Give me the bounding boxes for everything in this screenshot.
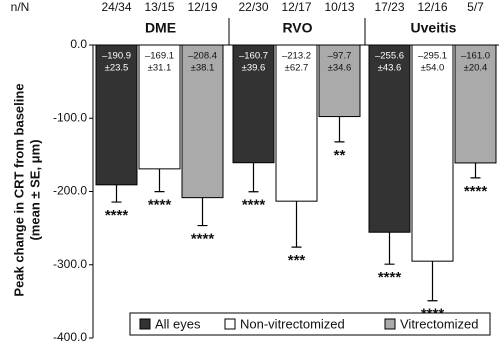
- error-label: ±39.6: [242, 63, 266, 74]
- n-label: 22/30: [238, 0, 268, 14]
- error-bar: [111, 184, 122, 203]
- value-label: –160.7: [239, 51, 268, 62]
- error-label: ±38.1: [191, 63, 215, 74]
- error-bar: [154, 168, 165, 193]
- error-label: ±43.6: [378, 63, 402, 74]
- n-label: 12/16: [417, 0, 447, 14]
- bar: [411, 44, 454, 262]
- bar: [138, 44, 181, 170]
- y-tick-label: -100.0: [53, 110, 87, 124]
- value-label: –255.6: [375, 51, 404, 62]
- group-label: DME: [145, 20, 176, 36]
- significance: ****: [242, 197, 266, 214]
- bar: [275, 44, 318, 202]
- legend-swatch: [224, 318, 236, 330]
- bar: [318, 44, 361, 118]
- y-tick-label: -300.0: [53, 257, 87, 271]
- legend-label: Non-vitrectomized: [240, 316, 345, 331]
- error-label: ±62.7: [285, 63, 309, 74]
- value-label: –169.1: [145, 51, 174, 62]
- error-label: ±54.0: [421, 63, 445, 74]
- bar: [454, 44, 497, 164]
- error-bar: [384, 232, 395, 265]
- significance: ****: [105, 207, 129, 224]
- n-label: 13/15: [144, 0, 174, 14]
- legend-box: [129, 312, 491, 336]
- error-bar: [291, 201, 302, 248]
- error-bar: [334, 116, 345, 143]
- value-label: –161.0: [461, 51, 490, 62]
- n-label: 12/19: [187, 0, 217, 14]
- bar: [181, 44, 224, 199]
- error-bar: [427, 261, 438, 302]
- legend-swatch: [384, 318, 396, 330]
- n-label: 17/23: [374, 0, 404, 14]
- error-bar: [470, 162, 481, 179]
- value-label: –97.7: [328, 51, 352, 62]
- significance: ****: [148, 197, 172, 214]
- significance: ****: [464, 183, 488, 200]
- y-tick-label: -200.0: [53, 184, 87, 198]
- significance: ****: [378, 269, 402, 286]
- error-bar: [248, 162, 259, 193]
- n-label: 12/17: [281, 0, 311, 14]
- error-bar: [197, 197, 208, 227]
- group-label: RVO: [282, 20, 312, 36]
- legend-label: All eyes: [155, 316, 201, 331]
- value-label: –295.1: [418, 51, 447, 62]
- significance: ***: [288, 252, 306, 269]
- significance: **: [334, 147, 346, 164]
- group-label: Uveitis: [411, 20, 457, 36]
- n-header: n/N: [11, 0, 30, 14]
- legend-label: Vitrectomized: [400, 316, 479, 331]
- bar: [232, 44, 275, 164]
- y-axis-label: (mean ± SE, μm): [27, 139, 42, 240]
- value-label: –190.9: [102, 51, 131, 62]
- n-label: 10/13: [324, 0, 354, 14]
- bar: [368, 44, 411, 233]
- significance: ****: [191, 231, 215, 248]
- error-label: ±31.1: [148, 63, 172, 74]
- value-label: –208.4: [188, 51, 217, 62]
- n-label: 5/7: [467, 0, 484, 14]
- error-label: ±34.6: [328, 63, 352, 74]
- value-label: –213.2: [282, 51, 311, 62]
- y-tick-label: -400.0: [53, 330, 87, 344]
- error-label: ±23.5: [105, 63, 129, 74]
- error-label: ±20.4: [464, 63, 488, 74]
- y-axis-label: Peak change in CRT from baseline: [11, 83, 26, 296]
- legend-swatch: [139, 318, 151, 330]
- n-label: 24/34: [101, 0, 131, 14]
- y-tick-label: 0.0: [70, 37, 87, 51]
